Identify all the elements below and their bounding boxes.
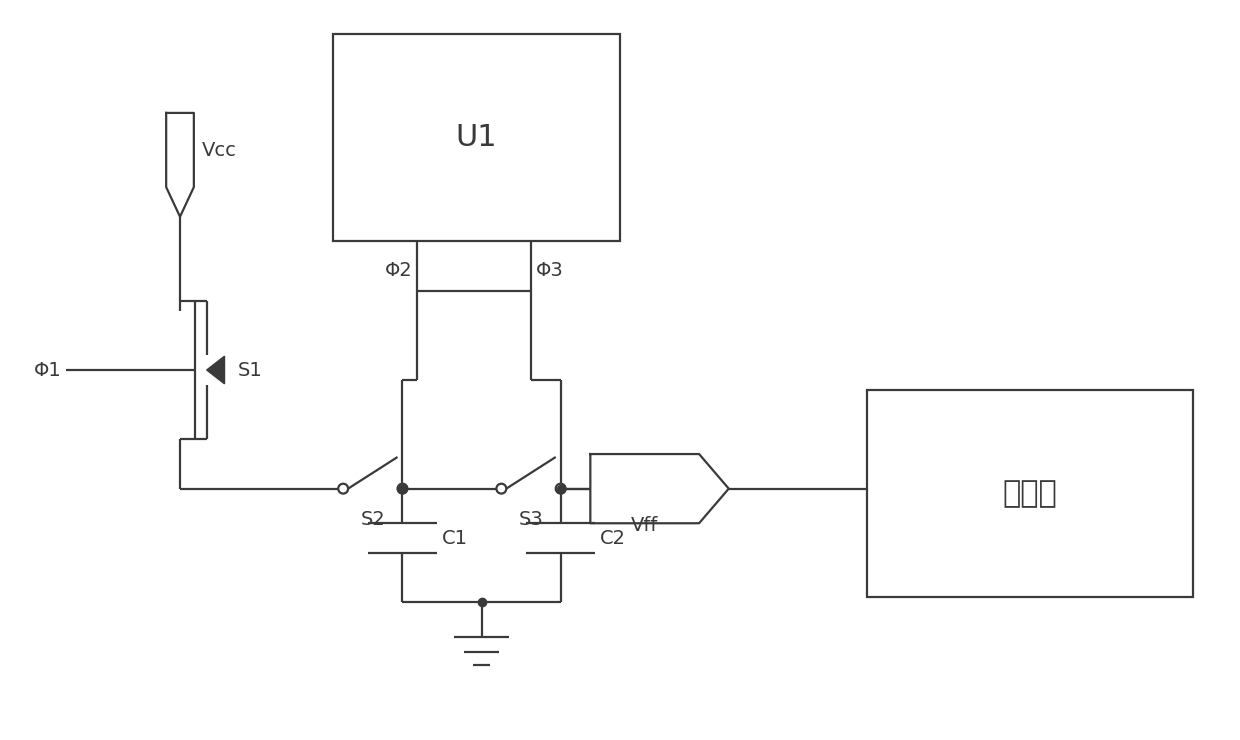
Text: 乘法器: 乘法器 [1003,479,1058,508]
Text: U1: U1 [456,123,497,152]
Circle shape [398,484,408,494]
Text: C1: C1 [441,528,467,548]
Text: Φ2: Φ2 [384,261,413,280]
Polygon shape [207,356,224,384]
Text: Φ3: Φ3 [536,261,564,280]
Text: Φ1: Φ1 [33,360,61,380]
Text: C2: C2 [600,528,626,548]
Text: Vff: Vff [631,516,658,535]
Circle shape [556,484,565,494]
Text: S3: S3 [518,511,543,529]
Circle shape [496,484,506,494]
Bar [334,34,620,241]
Circle shape [339,484,348,494]
Text: S2: S2 [361,511,386,529]
Text: S1: S1 [237,360,262,380]
Bar [867,390,1193,597]
Text: Vcc: Vcc [202,141,237,160]
